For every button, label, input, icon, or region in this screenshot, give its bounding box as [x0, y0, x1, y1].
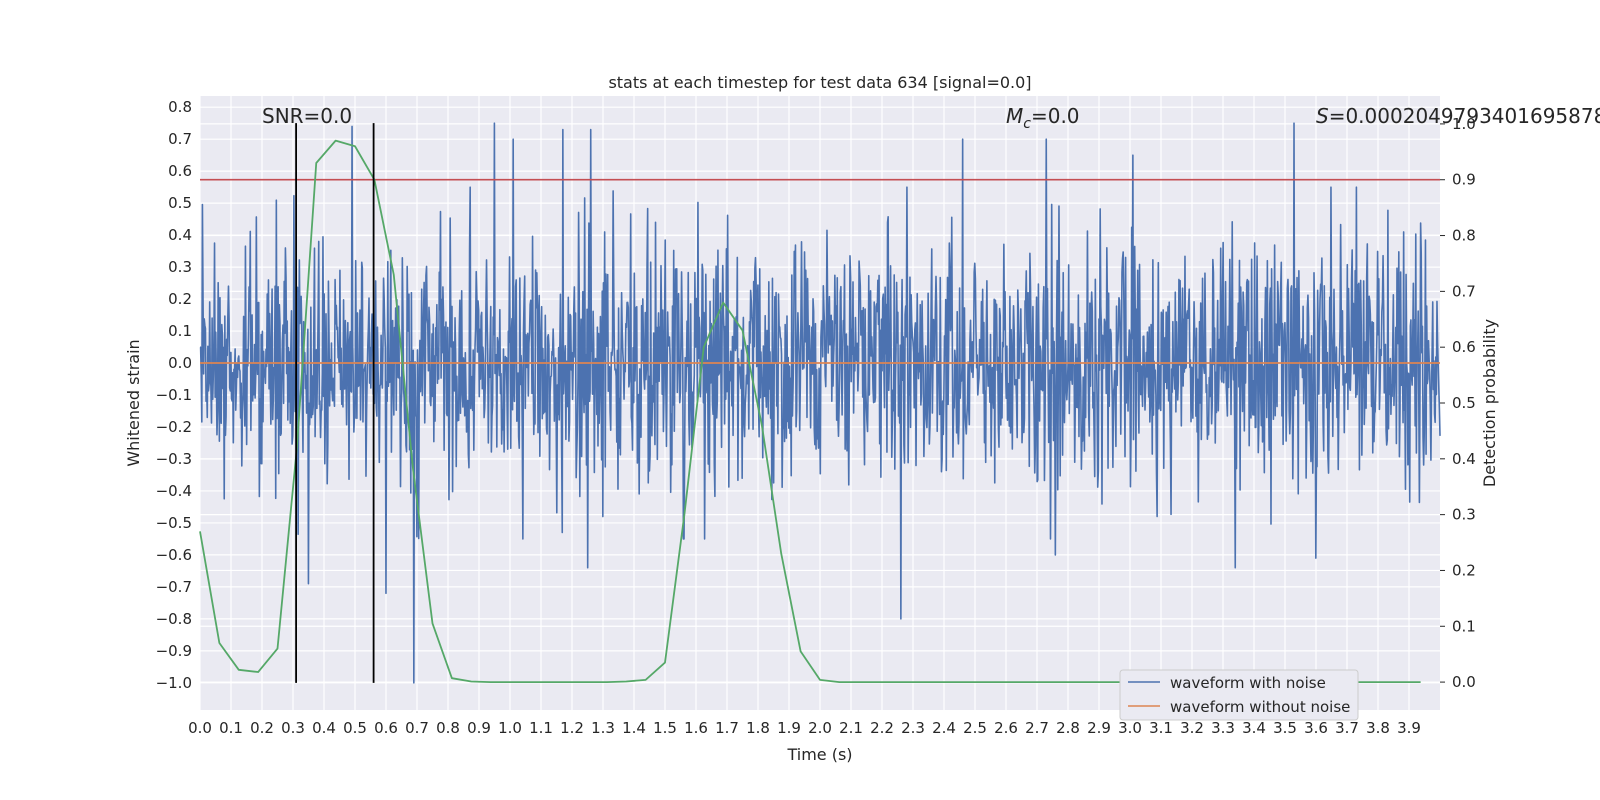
y-tick-label: 0.4	[168, 226, 192, 244]
x-tick-label: 0.9	[467, 719, 491, 737]
x-tick-label: 3.8	[1366, 719, 1390, 737]
y2-tick-label: 0.9	[1452, 171, 1476, 189]
y-tick-label: 0.2	[168, 290, 192, 308]
x-tick-label: 1.4	[622, 719, 646, 737]
axis-layer: 0.0 0.1 0.2 0.3 0.4 0.5 0.6 0.7 0.8 0.9 1.0 1.1 1.2 1…	[156, 98, 1476, 737]
y2-tick-label: 0.8	[1452, 227, 1476, 245]
x-tick-label: 3.0	[1118, 719, 1142, 737]
x-tick-label: 1.6	[684, 719, 708, 737]
x-tick-label: 3.4	[1242, 719, 1266, 737]
x-tick-label: 3.2	[1180, 719, 1204, 737]
x-tick-label: 0.8	[436, 719, 460, 737]
x-tick-label: 3.1	[1149, 719, 1173, 737]
x-tick-label: 0.7	[405, 719, 429, 737]
x-tick-label: 0.3	[281, 719, 305, 737]
series-waveform-with-noise	[199, 122, 1441, 684]
y-tick-label: −0.9	[156, 642, 192, 660]
snr-annotation: SNR=0.0	[262, 104, 352, 128]
x-tick-label: 1.7	[715, 719, 739, 737]
y2-tick-label: 0.5	[1452, 394, 1476, 412]
y-tick-label: 0.0	[168, 354, 192, 372]
x-tick-label: 2.4	[932, 719, 956, 737]
grid-lines	[199, 96, 1440, 710]
y2-tick-label: 0.1	[1452, 617, 1476, 635]
y-tick-label: 0.7	[168, 130, 192, 148]
chirp-mass-annotation: Mc=0.0	[1006, 104, 1080, 132]
chart-title: stats at each timestep for test data 634…	[608, 73, 1031, 92]
x-tick-label: 3.9	[1397, 719, 1421, 737]
y2-axis-label: Detection probability	[1480, 319, 1499, 487]
y-tick-label: 0.5	[168, 194, 192, 212]
x-tick-label: 2.6	[994, 719, 1018, 737]
x-tick-label: 1.5	[653, 719, 677, 737]
x-tick-label: 2.7	[1025, 719, 1049, 737]
y-tick-label: 0.1	[168, 322, 192, 340]
x-tick-label: 0.5	[343, 719, 367, 737]
legend-label-noise: waveform with noise	[1170, 674, 1326, 692]
x-tick-label: 1.9	[777, 719, 801, 737]
legend-label-clean: waveform without noise	[1170, 698, 1350, 716]
chirp-mass-value: =0.0	[1031, 104, 1080, 128]
x-tick-label: 0.6	[374, 719, 398, 737]
x-tick-label: 3.3	[1211, 719, 1235, 737]
legend-box	[1119, 669, 1359, 721]
y-tick-label: 0.8	[168, 98, 192, 116]
x-tick-label: 2.9	[1087, 719, 1111, 737]
s-symbol: S	[1316, 104, 1329, 128]
chirp-mass-subscript: c	[1023, 116, 1031, 132]
x-tick-label: 2.8	[1056, 719, 1080, 737]
y2-tick-label: 0.7	[1452, 282, 1476, 300]
x-tick-label: 1.3	[591, 719, 615, 737]
x-tick-label: 3.6	[1304, 719, 1328, 737]
y2-tick-label: 0.4	[1452, 450, 1476, 468]
x-tick-label: 3.5	[1273, 719, 1297, 737]
x-tick-label: 0.0	[188, 719, 212, 737]
x-tick-label: 2.3	[901, 719, 925, 737]
y-tick-label: −0.8	[156, 610, 192, 628]
y-tick-label: −0.7	[156, 578, 192, 596]
x-tick-label: 1.0	[498, 719, 522, 737]
x-tick-label: 1.1	[529, 719, 553, 737]
y2-tick-label: 0.0	[1452, 673, 1476, 691]
y-tick-label: −1.0	[156, 674, 192, 692]
legend: waveform with noise waveform without noi…	[1119, 669, 1359, 721]
x-tick-label: 0.4	[312, 719, 336, 737]
y-tick-label: −0.3	[156, 450, 192, 468]
x-tick-label: 1.2	[560, 719, 584, 737]
y-axis-label: Whitened strain	[124, 339, 143, 466]
y2-tick-label: 0.6	[1452, 338, 1476, 356]
s-value: =0.00020497934016958787	[1329, 104, 1600, 128]
x-tick-label: 3.7	[1335, 719, 1359, 737]
s-annotation: S=0.00020497934016958787	[1316, 104, 1600, 128]
y2-tick-label: 0.3	[1452, 506, 1476, 524]
x-tick-label: 2.1	[839, 719, 863, 737]
chirp-mass-symbol: M	[1006, 104, 1023, 128]
x-tick-label: 2.2	[870, 719, 894, 737]
y2-tick-label: 1.0	[1452, 115, 1476, 133]
y2-tick-label: 0.2	[1452, 561, 1476, 579]
y-tick-label: −0.4	[156, 482, 192, 500]
y-tick-label: −0.5	[156, 514, 192, 532]
y-tick-label: 0.6	[168, 162, 192, 180]
x-tick-label: 2.0	[808, 719, 832, 737]
y-tick-label: −0.1	[156, 386, 192, 404]
x-tick-label: 0.2	[250, 719, 274, 737]
x-tick-label: 1.8	[746, 719, 770, 737]
x-axis-label: Time (s)	[786, 745, 852, 764]
y-tick-label: 0.3	[168, 258, 192, 276]
x-tick-label: 2.5	[963, 719, 987, 737]
y-tick-label: −0.2	[156, 418, 192, 436]
y-tick-label: −0.6	[156, 546, 192, 564]
x-tick-label: 0.1	[219, 719, 243, 737]
